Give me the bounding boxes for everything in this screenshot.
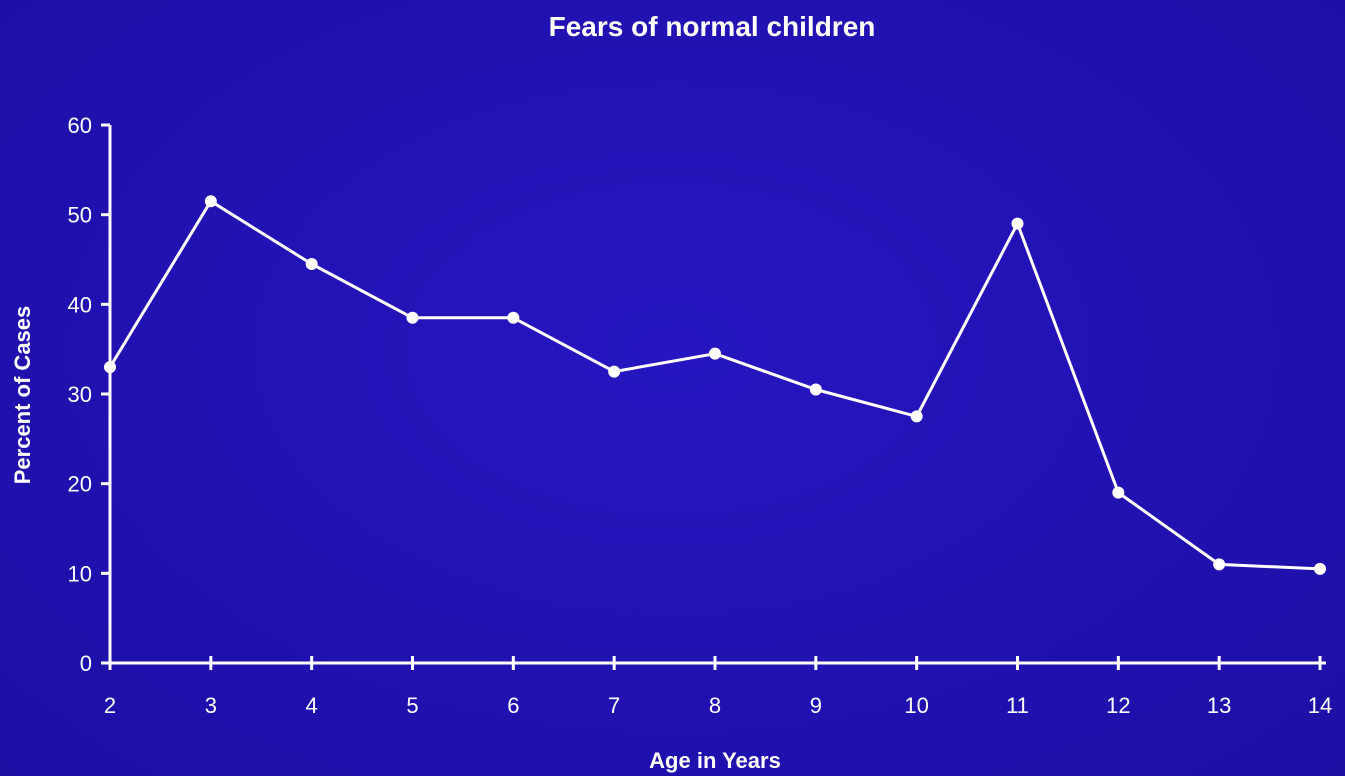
x-tick-label: 12 <box>1106 693 1130 718</box>
data-point <box>104 361 116 374</box>
x-tick-label: 4 <box>306 693 318 718</box>
data-point <box>709 347 721 360</box>
y-axis-ticks: 0 10 20 30 40 50 60 <box>68 113 110 676</box>
y-tick-label: 50 <box>68 203 92 228</box>
y-tick-label: 30 <box>68 382 92 407</box>
data-point <box>1011 217 1024 230</box>
x-tick-label: 2 <box>104 693 116 718</box>
y-tick-label: 0 <box>80 651 92 676</box>
x-tick-label: 5 <box>406 693 418 718</box>
y-axis-label: Percent of Cases <box>10 306 35 485</box>
series-markers <box>104 195 1326 575</box>
x-tick-label: 14 <box>1308 693 1332 718</box>
y-tick-label: 40 <box>68 292 92 317</box>
series-line <box>108 199 1321 571</box>
data-point <box>406 311 419 324</box>
axes <box>108 125 1326 665</box>
x-tick-label: 13 <box>1207 693 1231 718</box>
x-tick-label: 10 <box>904 693 928 718</box>
data-point <box>1314 562 1326 575</box>
y-tick-label: 60 <box>68 113 92 138</box>
data-point <box>305 257 318 270</box>
y-tick-label: 20 <box>68 472 92 497</box>
data-point <box>1213 558 1226 571</box>
x-tick-label: 7 <box>608 693 620 718</box>
x-tick-label: 8 <box>709 693 721 718</box>
x-tick-label: 11 <box>1006 693 1029 718</box>
chart-title: Fears of normal children <box>549 11 876 42</box>
y-tick-label: 10 <box>68 561 92 586</box>
x-tick-label: 6 <box>507 693 519 718</box>
x-axis-ticks: 2 3 4 5 6 7 8 9 10 11 12 13 14 <box>104 656 1332 718</box>
x-tick-label: 3 <box>205 693 217 718</box>
data-point <box>1112 486 1125 499</box>
data-point <box>910 410 923 423</box>
data-point <box>507 311 520 324</box>
data-point <box>204 195 217 208</box>
x-axis-label: Age in Years <box>649 748 781 773</box>
x-tick-label: 9 <box>810 693 822 718</box>
data-point <box>608 365 621 378</box>
data-point <box>809 383 822 396</box>
